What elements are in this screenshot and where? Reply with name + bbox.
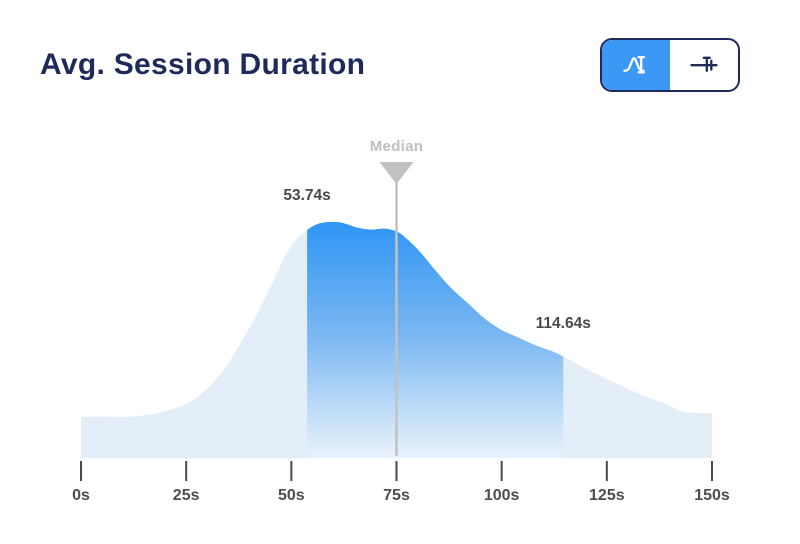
axis-ticks [80, 461, 713, 481]
median-triangle-icon [379, 162, 414, 184]
chart-view-toggle [600, 38, 740, 92]
selected-range-area [307, 221, 564, 458]
distribution-view-button[interactable] [602, 40, 670, 90]
distribution-curve-icon [623, 56, 645, 74]
range-slider-icon [690, 56, 718, 72]
median-marker [379, 162, 414, 456]
range-slider-view-button[interactable] [670, 40, 738, 90]
page-title: Avg. Session Duration [40, 48, 366, 81]
